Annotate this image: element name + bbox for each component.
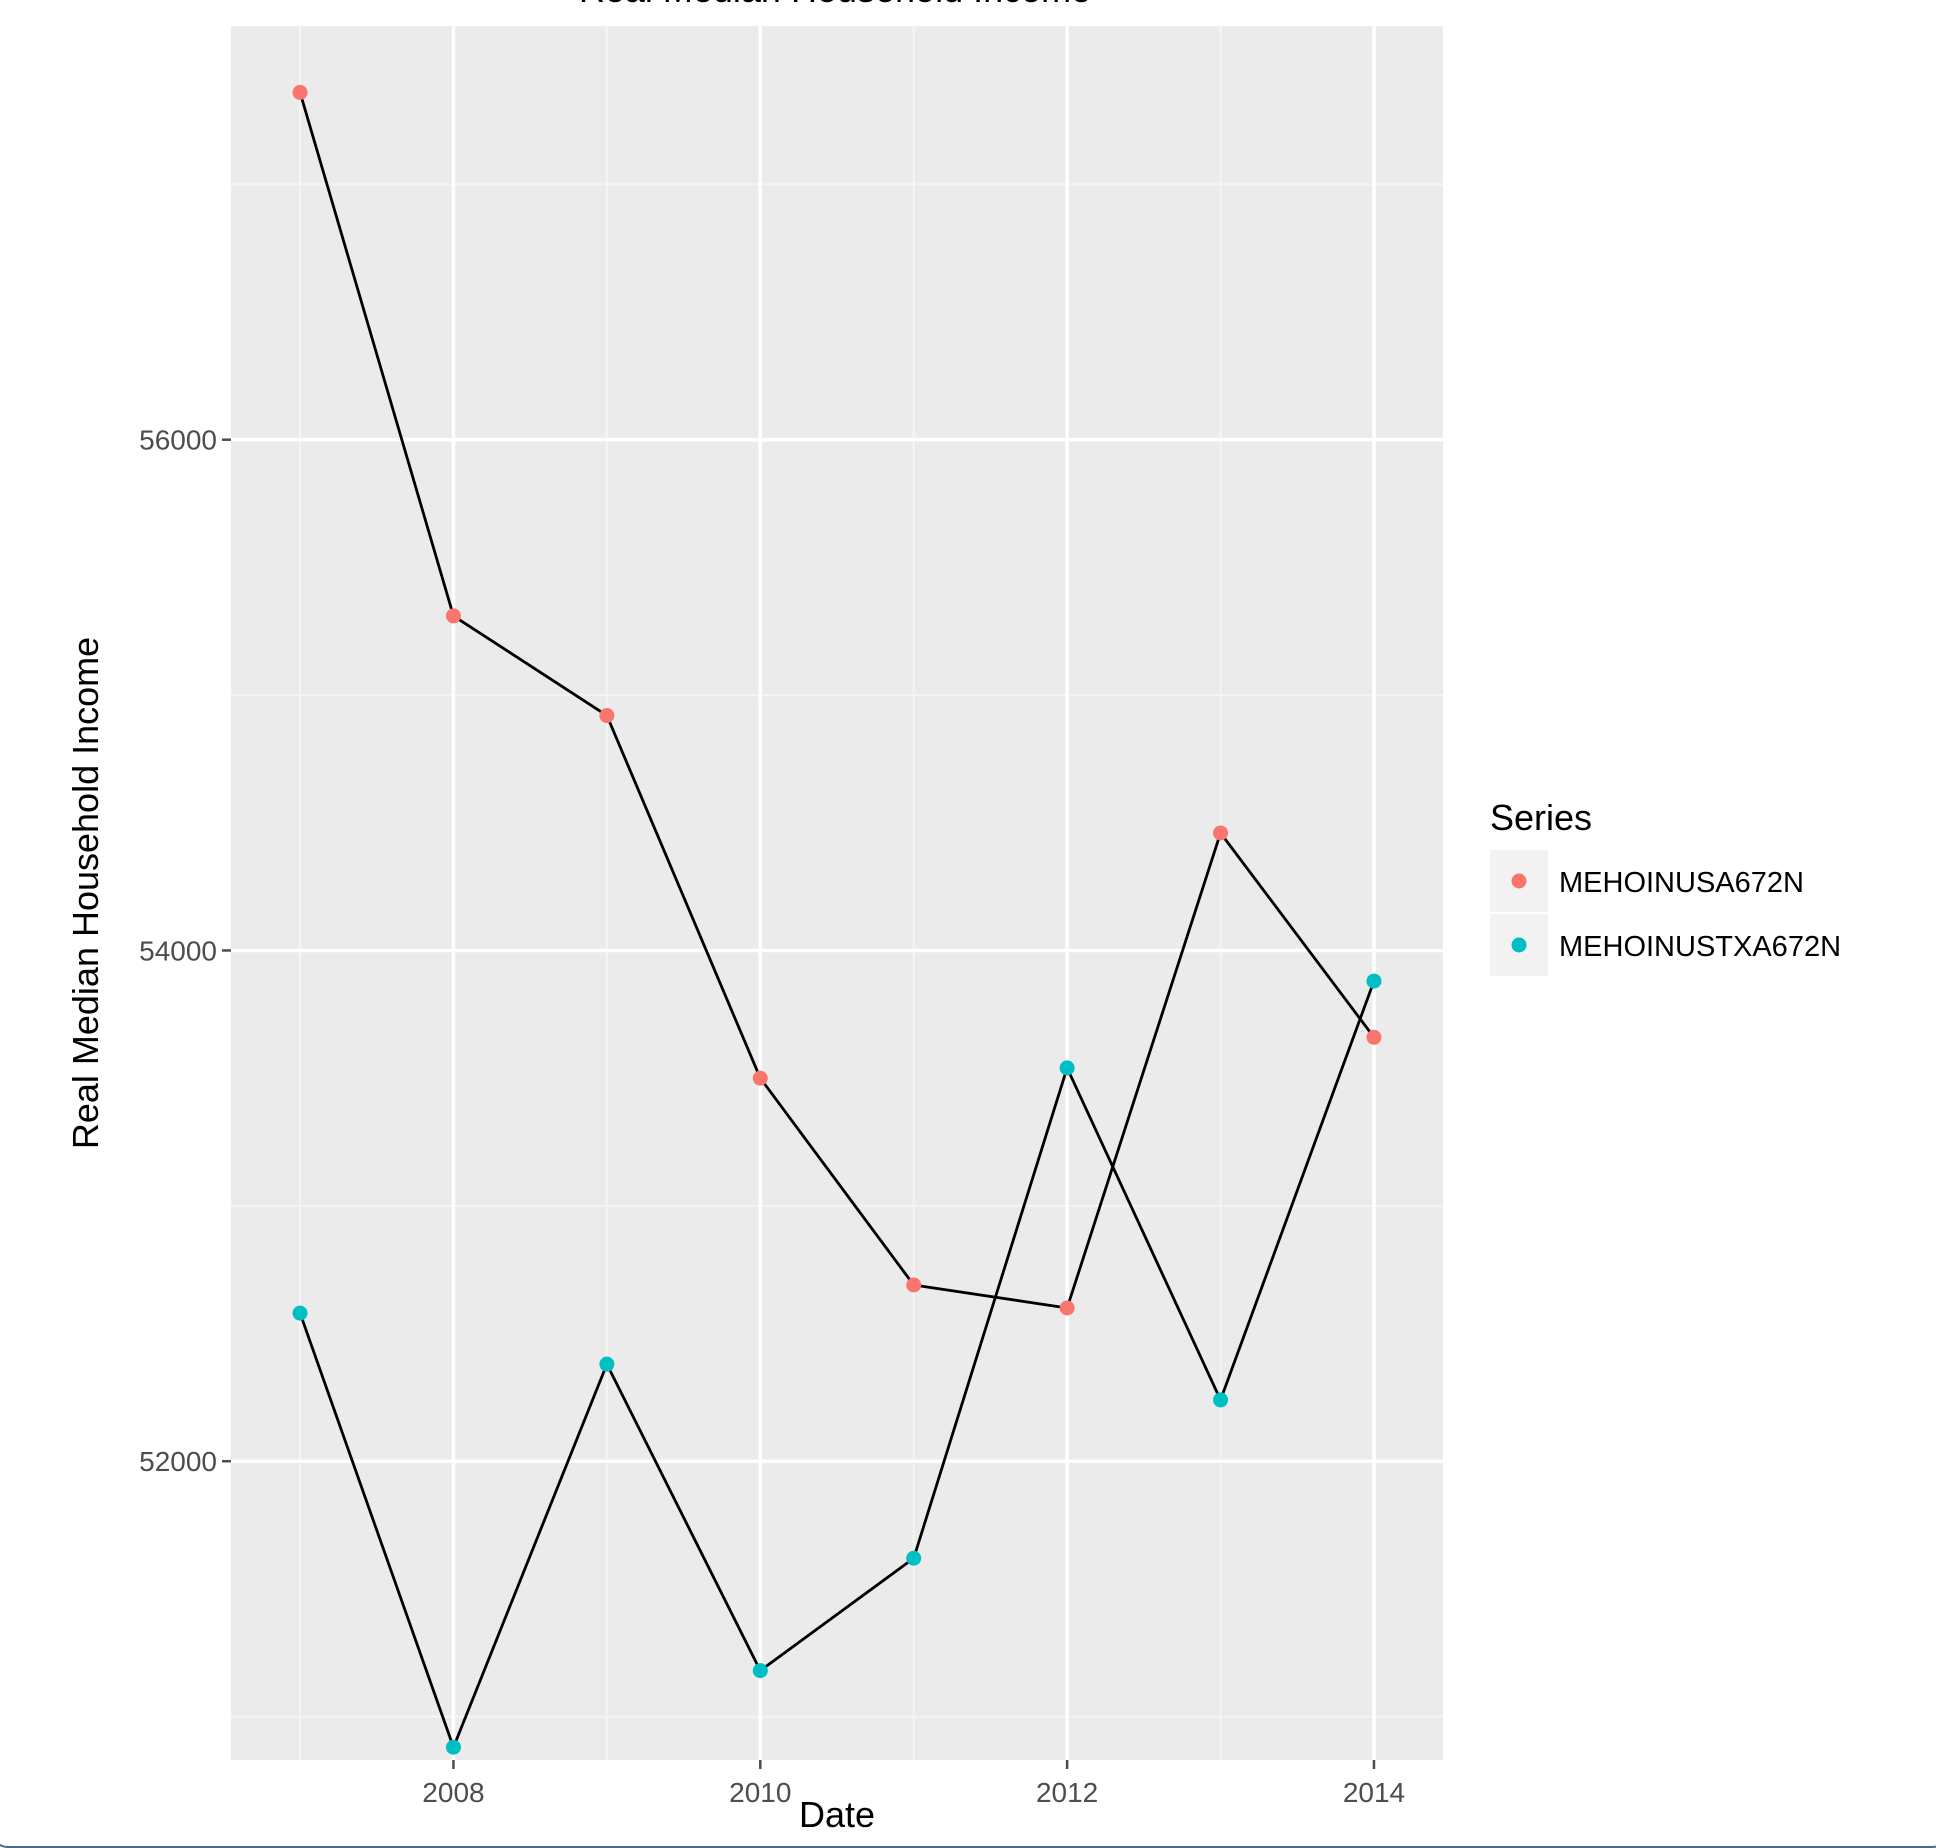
chart-title: Real Median Household Income — [579, 0, 1091, 10]
plot-panel — [231, 26, 1443, 1760]
data-point-MEHOINUSA672N — [906, 1277, 922, 1293]
data-point-MEHOINUSTXA672N — [752, 1663, 768, 1679]
legend: Series MEHOINUSA672N MEHOINUSTXA672N — [1490, 797, 1841, 976]
data-point-MEHOINUSTXA672N — [292, 1305, 308, 1321]
x-tick-label: 2008 — [422, 1777, 484, 1808]
y-tick-label: 56000 — [139, 425, 217, 456]
x-tick-label: 2014 — [1343, 1777, 1405, 1808]
data-point-MEHOINUSA672N — [1059, 1300, 1075, 1316]
data-point-MEHOINUSA672N — [292, 84, 308, 100]
grid-major — [231, 26, 1443, 1760]
data-point-MEHOINUSA672N — [599, 708, 615, 724]
data-point-MEHOINUSTXA672N — [1213, 1392, 1229, 1408]
data-point-MEHOINUSA672N — [1213, 825, 1229, 841]
data-point-MEHOINUSA672N — [1366, 1029, 1382, 1045]
y-tick-label: 52000 — [139, 1446, 217, 1477]
y-axis-title: Real Median Household Income — [65, 637, 106, 1149]
legend-key-point — [1511, 937, 1527, 953]
x-axis: 2008 2010 2012 2014 — [422, 1760, 1405, 1808]
y-tick-label: 54000 — [139, 935, 217, 966]
data-point-MEHOINUSA672N — [445, 608, 461, 624]
y-axis: 52000 54000 56000 — [139, 425, 231, 1477]
x-tick-label: 2010 — [729, 1777, 791, 1808]
data-point-MEHOINUSA672N — [752, 1070, 768, 1086]
data-point-MEHOINUSTXA672N — [445, 1739, 461, 1755]
legend-label: MEHOINUSA672N — [1559, 867, 1804, 899]
legend-title: Series — [1490, 797, 1592, 838]
data-point-MEHOINUSTXA672N — [1366, 973, 1382, 989]
legend-key-point — [1511, 873, 1527, 889]
data-point-MEHOINUSTXA672N — [906, 1550, 922, 1566]
x-axis-title: Date — [799, 1794, 875, 1835]
grid-minor — [231, 26, 1443, 1760]
series-line-MEHOINUSA672N — [298, 92, 1376, 1310]
data-point-MEHOINUSTXA672N — [599, 1356, 615, 1372]
series-lines — [298, 92, 1376, 1749]
legend-label: MEHOINUSTXA672N — [1559, 931, 1841, 963]
data-point-MEHOINUSTXA672N — [1059, 1060, 1075, 1076]
x-tick-label: 2012 — [1036, 1777, 1098, 1808]
legend-items: MEHOINUSA672N MEHOINUSTXA672N — [1490, 850, 1841, 976]
series-line-MEHOINUSTXA672N — [298, 980, 1376, 1749]
data-points — [292, 84, 1382, 1755]
